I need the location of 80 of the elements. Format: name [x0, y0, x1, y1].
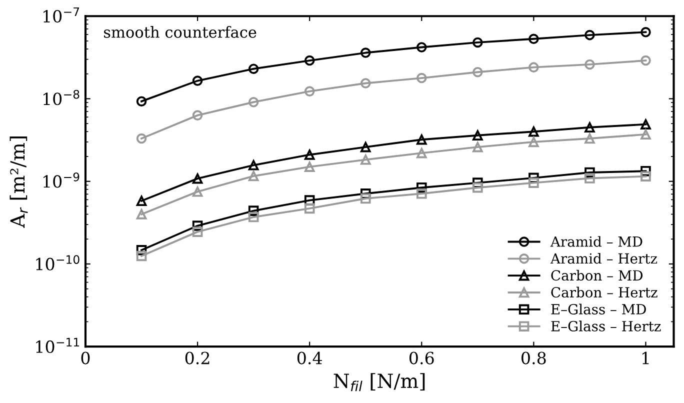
legend-label: E–Glass – Hertz [551, 320, 661, 332]
x-tick-label: 1 [642, 352, 649, 364]
legend-label: Carbon – Hertz [551, 286, 658, 298]
point [360, 48, 371, 58]
x-axis-title: N$_{fil}$ [N/m] [334, 373, 425, 392]
point [416, 42, 427, 52]
point [584, 133, 595, 144]
point [136, 245, 147, 256]
point [248, 64, 259, 74]
point [472, 142, 483, 152]
point [416, 72, 427, 84]
point [192, 226, 203, 237]
point [472, 182, 483, 193]
point [304, 86, 315, 96]
point [248, 206, 259, 216]
point [528, 62, 539, 72]
point [304, 150, 315, 160]
point [416, 148, 427, 158]
point [360, 142, 371, 152]
x-tick-label: 0.8 [522, 352, 546, 364]
point [416, 182, 427, 193]
point [640, 119, 651, 130]
point [528, 126, 539, 137]
point [472, 37, 483, 48]
point [528, 172, 539, 184]
point [528, 178, 539, 188]
point [136, 196, 147, 206]
point [528, 136, 539, 148]
point [360, 78, 371, 88]
point [248, 96, 259, 108]
legend-label: Aramid – MD [550, 236, 642, 247]
y-tick-label: 10$^{−10}$ [36, 255, 80, 270]
point [304, 203, 315, 214]
point [472, 66, 483, 78]
x-tick-label: 0.2 [185, 352, 210, 364]
point [192, 110, 203, 120]
point [248, 170, 259, 182]
y-tick-label: 10$^{−8}$ [44, 90, 80, 106]
point [584, 59, 595, 70]
point [192, 186, 203, 197]
y-tick-label: 10$^{−9}$ [44, 172, 80, 188]
point [304, 162, 315, 172]
point [136, 133, 147, 144]
point [416, 188, 427, 199]
x-tick-label: 0.6 [409, 352, 434, 364]
point [472, 178, 483, 188]
y-axis-title: A$_{r}$ [m²/m] [10, 136, 28, 228]
point [640, 26, 651, 38]
point [640, 171, 651, 182]
x-tick-label: 0 [81, 352, 90, 364]
point [360, 154, 371, 165]
point [248, 160, 259, 170]
y-tick-label: 10$^{−11}$ [36, 338, 80, 354]
point [416, 134, 427, 145]
legend-label: Aramid – Hertz [550, 252, 658, 264]
point [360, 188, 371, 199]
annotation: smooth counterface [104, 26, 256, 38]
x-tick-label: 0.4 [297, 352, 322, 364]
legend-label: E–Glass – MD [551, 304, 646, 314]
point [136, 250, 147, 262]
point [360, 193, 371, 204]
point [304, 195, 315, 206]
point [192, 173, 203, 184]
point [528, 34, 539, 44]
point [248, 212, 259, 222]
point [640, 129, 651, 140]
point [192, 220, 203, 231]
legend-label: Carbon – MD [551, 270, 643, 281]
point [136, 96, 147, 106]
point [192, 76, 203, 86]
point [136, 209, 147, 220]
point [584, 122, 595, 133]
point [584, 167, 595, 178]
point [304, 55, 315, 66]
point [640, 166, 651, 176]
point [584, 30, 595, 40]
point [472, 130, 483, 141]
y-tick-label: 10$^{−7}$ [44, 7, 80, 23]
point [640, 55, 651, 66]
point [584, 173, 595, 184]
